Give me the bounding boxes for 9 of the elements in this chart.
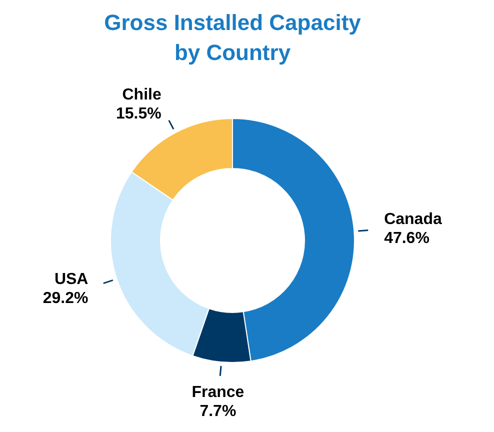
chart-title: Gross Installed Capacity by Country	[104, 10, 362, 65]
slice-label: France	[192, 384, 244, 401]
slice-label: USA	[54, 271, 89, 288]
data-label: 29.2%	[42, 290, 88, 308]
data-label: 47.6%	[384, 230, 430, 247]
data-label: 7.7%	[200, 402, 236, 420]
slice-label: Canada	[384, 210, 442, 228]
data-label: 15.5%	[116, 105, 162, 122]
slice-label: Chile	[122, 86, 162, 104]
